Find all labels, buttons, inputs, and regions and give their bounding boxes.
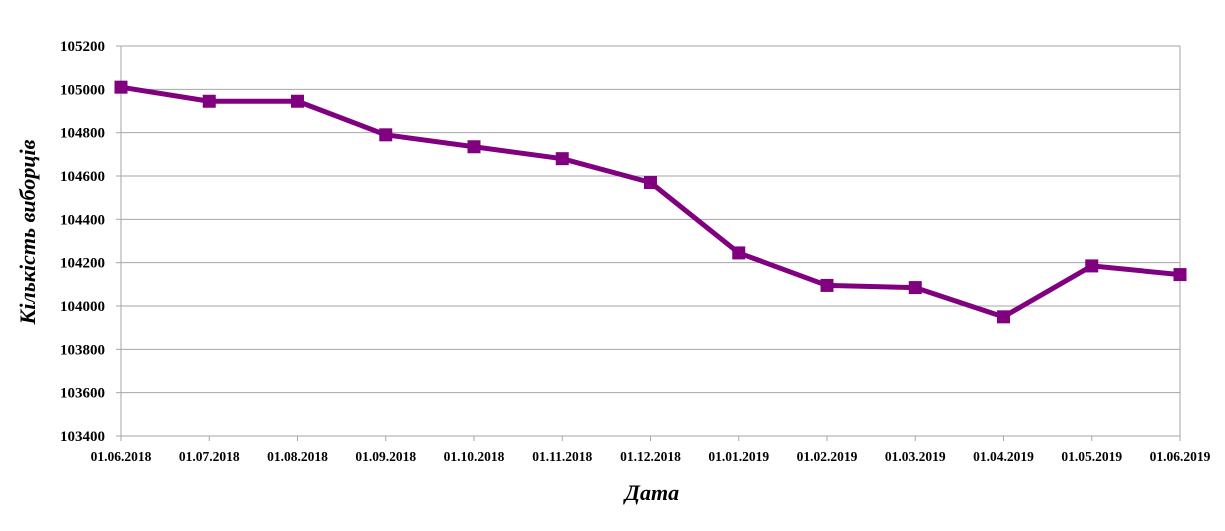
x-tick-label: 01.10.2018	[444, 449, 505, 464]
x-tick-label: 01.07.2018	[179, 449, 240, 464]
series-lines	[120, 84, 1181, 320]
x-tick-label: 01.02.2019	[797, 449, 858, 464]
data-point-marker	[379, 128, 393, 142]
axes	[116, 45, 1181, 441]
data-point-marker	[467, 140, 481, 154]
x-tick-labels: 01.06.2018 01.07.2018 01.08.2018 01.09.2018…	[91, 449, 1211, 464]
gridlines	[121, 45, 1180, 394]
x-tick-label: 01.03.2019	[885, 449, 946, 464]
y-tick-label: 104000	[60, 299, 105, 315]
data-point-marker	[1173, 268, 1187, 282]
data-point-marker	[202, 94, 216, 108]
y-tick-label: 104800	[60, 126, 105, 142]
x-tick-label: 01.11.2018	[532, 449, 592, 464]
series-line	[120, 84, 1181, 320]
y-tick-label: 103800	[60, 342, 105, 358]
series-markers	[114, 80, 1187, 324]
y-tick-label: 103400	[60, 429, 105, 445]
x-tick-label: 01.06.2019	[1150, 449, 1211, 464]
x-tick-label: 01.09.2018	[355, 449, 416, 464]
data-point-marker	[732, 246, 746, 260]
data-point-marker	[1085, 259, 1099, 273]
y-tick-label: 105200	[60, 39, 105, 55]
x-axis-title: Дата	[623, 480, 679, 505]
data-point-marker	[820, 278, 834, 292]
data-point-marker	[908, 281, 922, 295]
y-tick-labels: 103400 103600 103800 104000 104200 104400 1046…	[60, 39, 105, 445]
x-tick-label: 01.08.2018	[267, 449, 328, 464]
y-tick-label: 104400	[60, 212, 105, 228]
y-tick-label: 103600	[60, 386, 105, 402]
data-point-marker	[291, 94, 304, 108]
x-tick-label: 01.12.2018	[620, 449, 681, 464]
y-tick-label: 105000	[60, 82, 105, 98]
x-tick-label: 01.04.2019	[973, 449, 1034, 464]
x-tick-label: 01.06.2018	[91, 449, 152, 464]
y-axis-title: Кількість виборців	[15, 139, 40, 325]
data-point-marker	[555, 152, 569, 166]
data-point-marker	[997, 310, 1010, 324]
y-tick-label: 104600	[60, 169, 105, 185]
data-point-marker	[114, 80, 128, 94]
x-tick-label: 01.05.2019	[1061, 449, 1122, 464]
x-tick-label: 01.01.2019	[708, 449, 769, 464]
y-tick-label: 104200	[60, 256, 105, 272]
data-point-marker	[644, 176, 657, 189]
